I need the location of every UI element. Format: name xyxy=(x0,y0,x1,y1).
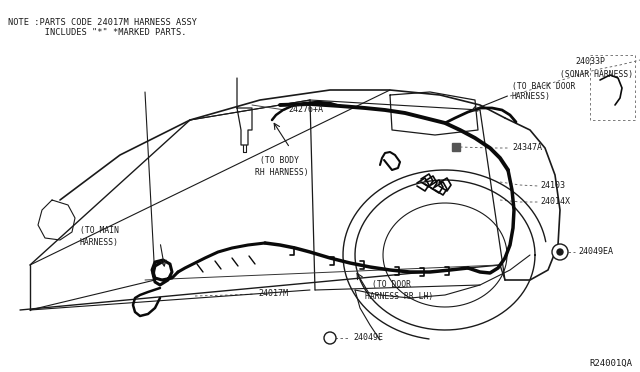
Text: HARNESS RR LH): HARNESS RR LH) xyxy=(365,292,433,301)
Text: (TO BODY: (TO BODY xyxy=(260,155,299,164)
Text: NOTE :PARTS CODE 24017M HARNESS ASSY: NOTE :PARTS CODE 24017M HARNESS ASSY xyxy=(8,18,197,27)
Text: 24276+A: 24276+A xyxy=(288,106,323,115)
Circle shape xyxy=(324,332,336,344)
Text: 24049E: 24049E xyxy=(353,334,383,343)
Text: (TO BACK DOOR: (TO BACK DOOR xyxy=(512,81,575,90)
Text: (SONAR HARNESS): (SONAR HARNESS) xyxy=(560,70,633,78)
Circle shape xyxy=(557,249,563,255)
Bar xyxy=(452,143,460,151)
Text: (TO MAIN: (TO MAIN xyxy=(80,225,119,234)
Text: 24103: 24103 xyxy=(540,182,565,190)
Text: 24017M: 24017M xyxy=(258,289,288,298)
Text: 24347A: 24347A xyxy=(512,144,542,153)
Text: INCLUDES "*" *MARKED PARTS.: INCLUDES "*" *MARKED PARTS. xyxy=(8,28,186,37)
Text: HARNESS): HARNESS) xyxy=(80,237,119,247)
Circle shape xyxy=(552,244,568,260)
Text: 24014X: 24014X xyxy=(540,198,570,206)
Text: RH HARNESS): RH HARNESS) xyxy=(255,167,308,176)
Text: 24033P: 24033P xyxy=(575,58,605,67)
Text: 24049EA: 24049EA xyxy=(578,247,613,257)
Text: (TO DOOR: (TO DOOR xyxy=(372,280,411,289)
Text: R24001QA: R24001QA xyxy=(589,359,632,368)
Text: HARNESS): HARNESS) xyxy=(512,92,551,100)
